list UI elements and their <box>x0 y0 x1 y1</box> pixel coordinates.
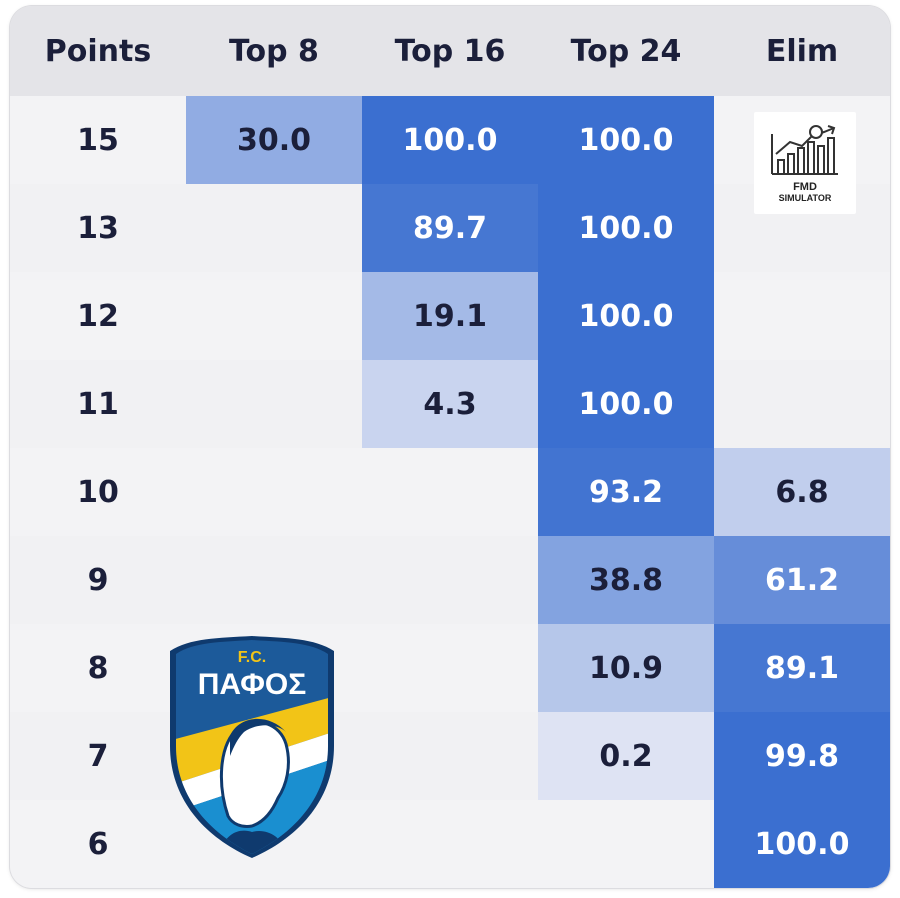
heatmap-cell-elim: 6.8 <box>714 448 890 536</box>
heatmap-cell-top16: 100.0 <box>362 96 538 184</box>
heatmap-cell-top24: 100.0 <box>538 272 714 360</box>
heatmap-cell-elim: 89.1 <box>714 624 890 712</box>
column-header-elim: Elim <box>765 33 839 69</box>
points-cell: 10 <box>77 474 119 510</box>
points-cell: 6 <box>87 826 109 862</box>
table-header: Points Top 8 Top 16 Top 24 Elim <box>10 6 890 96</box>
column-header-top24: Top 24 <box>570 33 682 69</box>
heatmap-cell-top24: 10.9 <box>538 624 714 712</box>
column-header-top16: Top 16 <box>394 33 506 69</box>
heatmap-cell-top16: 89.7 <box>362 184 538 272</box>
points-cell: 13 <box>77 210 119 246</box>
points-cell: 15 <box>77 122 119 158</box>
points-cell: 9 <box>87 562 109 598</box>
heatmap-cell-top16: 19.1 <box>362 272 538 360</box>
heatmap-cell-top24: 100.0 <box>538 96 714 184</box>
points-cell: 7 <box>87 738 109 774</box>
chart-growth-icon: FMD SIMULATOR <box>771 125 838 203</box>
svg-text:ΠΑΦΟΣ: ΠΑΦΟΣ <box>198 668 307 701</box>
points-cell: 8 <box>87 650 109 686</box>
fc-pafos-crest: F.C. ΠΑΦΟΣ <box>168 636 336 858</box>
heatmap-cell-top24: 100.0 <box>538 184 714 272</box>
svg-text:F.C.: F.C. <box>238 649 266 666</box>
svg-text:FMD: FMD <box>793 181 817 193</box>
heatmap-cell-top8: 30.0 <box>186 96 362 184</box>
column-header-points: Points <box>44 33 152 69</box>
heatmap-cell-top24: 38.8 <box>538 536 714 624</box>
heatmap-cell-top24: 100.0 <box>538 360 714 448</box>
svg-text:SIMULATOR: SIMULATOR <box>779 193 832 203</box>
points-cell: 11 <box>77 386 119 422</box>
heatmap-cell-elim: 100.0 <box>714 800 890 888</box>
club-crest-icon: F.C. ΠΑΦΟΣ <box>170 636 334 858</box>
heatmap-cell-elim: 99.8 <box>714 712 890 800</box>
points-cell: 12 <box>77 298 119 334</box>
heatmap-cell-top24: 93.2 <box>538 448 714 536</box>
column-header-top8: Top 8 <box>229 33 319 69</box>
fmd-simulator-logo: FMD SIMULATOR <box>754 112 856 214</box>
heatmap-cell-top24: 0.2 <box>538 712 714 800</box>
probability-table: Points Top 8 Top 16 Top 24 Elim 15 30.0 10… <box>10 6 890 888</box>
heatmap-cell-top16: 4.3 <box>362 360 538 448</box>
heatmap-cell-elim: 61.2 <box>714 536 890 624</box>
